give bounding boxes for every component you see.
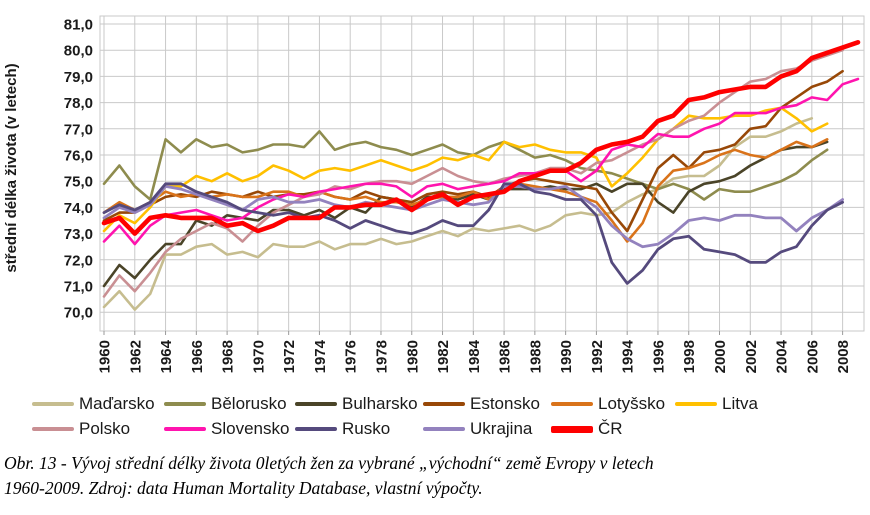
legend-label: Maďarsko bbox=[79, 394, 155, 413]
legend-swatch-Bulharsko bbox=[295, 401, 337, 407]
legend-item-Litva: Litva bbox=[675, 392, 758, 416]
legend-label: Ukrajina bbox=[470, 419, 533, 438]
x-tick-label: 1980 bbox=[404, 340, 421, 373]
legend-swatch-Slovensko bbox=[164, 426, 206, 432]
x-tick-label: 1976 bbox=[343, 340, 360, 373]
series-line-Lotyšsko bbox=[102, 138, 829, 243]
y-tick-label: 77,0 bbox=[64, 121, 93, 138]
x-tick-label: 1990 bbox=[558, 340, 575, 373]
x-tick-label: 1960 bbox=[97, 340, 114, 373]
x-tick-label: 2002 bbox=[743, 340, 760, 373]
legend-swatch-Litva bbox=[675, 401, 717, 407]
x-tick-label: 1994 bbox=[620, 339, 637, 373]
legend-label: Bělorusko bbox=[211, 394, 287, 413]
x-tick-label: 1982 bbox=[435, 340, 452, 373]
x-tick-label: 1974 bbox=[312, 339, 329, 373]
x-tick-label: 1972 bbox=[281, 340, 298, 373]
legend-item-Lotyšsko: Lotyšsko bbox=[551, 392, 665, 416]
legend-swatch-Rusko bbox=[295, 426, 337, 432]
legend-label: Polsko bbox=[79, 419, 131, 438]
x-tick-label: 1978 bbox=[373, 340, 390, 373]
plot-border bbox=[99, 15, 865, 332]
x-tick-label: 2006 bbox=[804, 340, 821, 373]
y-tick-label: 76,0 bbox=[64, 148, 93, 165]
x-tick-label: 1986 bbox=[497, 340, 514, 373]
y-tick-label: 74,0 bbox=[64, 200, 93, 217]
x-tick-label: 2000 bbox=[712, 340, 729, 373]
x-tick-label: 1968 bbox=[220, 340, 237, 373]
legend-label: Slovensko bbox=[211, 419, 290, 438]
series-line-Ukrajina bbox=[102, 184, 844, 249]
series-line-Maďarsko bbox=[102, 117, 814, 311]
legend-item-Estonsko: Estonsko bbox=[423, 392, 540, 416]
y-tick-label: 75,0 bbox=[64, 174, 93, 191]
y-tick-label: 72,0 bbox=[64, 252, 93, 269]
legend-label: Litva bbox=[722, 394, 758, 413]
x-tick-label: 1984 bbox=[466, 339, 483, 373]
chart-canvas: 81,0 80,0 79,0 78,0 77,0 76,0 75,0 74,0 73,0 72,0… bbox=[3, 15, 865, 373]
x-tick-label: 1964 bbox=[158, 339, 175, 373]
x-tick-label: 1988 bbox=[527, 340, 544, 373]
series-line-Bulharsko bbox=[102, 140, 829, 288]
series-line-Litva bbox=[102, 106, 829, 233]
legend-swatch-Bělorusko bbox=[164, 401, 206, 407]
legend-item-Bělorusko: Bělorusko bbox=[164, 392, 287, 416]
series-line-Rusko bbox=[102, 182, 844, 285]
series-line-Bělorusko bbox=[102, 130, 829, 201]
x-tick-label: 2004 bbox=[774, 339, 791, 373]
x-tick-label: 1970 bbox=[250, 340, 267, 373]
legend-swatch-Maďarsko bbox=[32, 401, 74, 407]
legend-swatch-Estonsko bbox=[423, 401, 465, 407]
legend-label: Rusko bbox=[342, 419, 391, 438]
legend-swatch-Lotyšsko bbox=[551, 401, 593, 407]
x-tick-label: 1966 bbox=[189, 340, 206, 373]
legend-item-Polsko: Polsko bbox=[32, 417, 130, 441]
caption-line-1: Obr. 13 - Vývoj střední délky života 0le… bbox=[4, 453, 654, 473]
y-tick-label: 79,0 bbox=[64, 69, 93, 86]
series-line-ČR bbox=[101, 39, 861, 236]
y-tick-label: 70,0 bbox=[64, 305, 93, 322]
legend-label: ČR bbox=[598, 419, 623, 438]
y-tick-label: 71,0 bbox=[64, 279, 93, 296]
legend-label: Bulharsko bbox=[342, 394, 418, 413]
chart-legend: Maďarsko Bělorusko Bulharsko Estonsko Lotyšs… bbox=[0, 392, 870, 448]
x-tick-label: 1962 bbox=[127, 340, 144, 373]
x-tick-label: 1992 bbox=[589, 340, 606, 373]
y-tick-label: 78,0 bbox=[64, 95, 93, 112]
x-tick-label: 1998 bbox=[681, 340, 698, 373]
x-tick-label: 2008 bbox=[835, 340, 852, 373]
legend-swatch-Ukrajina bbox=[423, 426, 465, 432]
legend-item-Slovensko: Slovensko bbox=[164, 417, 289, 441]
legend-item-Ukrajina: Ukrajina bbox=[423, 417, 532, 441]
x-tick-label: 1996 bbox=[650, 340, 667, 373]
y-tick-label: 73,0 bbox=[64, 226, 93, 243]
legend-item-Rusko: Rusko bbox=[295, 417, 390, 441]
legend-item-Bulharsko: Bulharsko bbox=[295, 392, 418, 416]
series-line-Slovensko bbox=[102, 77, 860, 246]
legend-item-Maďarsko: Maďarsko bbox=[32, 392, 155, 416]
legend-label: Estonsko bbox=[470, 394, 540, 413]
y-axis-title: střední délka života (v letech) bbox=[3, 63, 20, 272]
legend-swatch-Polsko bbox=[32, 426, 74, 432]
legend-item-ČR: ČR bbox=[551, 417, 623, 441]
caption-line-2: 1960-2009. Zdroj: data Human Mortality D… bbox=[4, 478, 483, 498]
series-line-Polsko bbox=[102, 48, 844, 298]
figure-caption: Obr. 13 - Vývoj střední délky života 0le… bbox=[4, 451, 866, 501]
y-tick-label: 80,0 bbox=[64, 43, 93, 60]
legend-swatch-ČR bbox=[551, 425, 593, 433]
y-tick-label: 81,0 bbox=[64, 17, 93, 34]
legend-label: Lotyšsko bbox=[598, 394, 666, 413]
